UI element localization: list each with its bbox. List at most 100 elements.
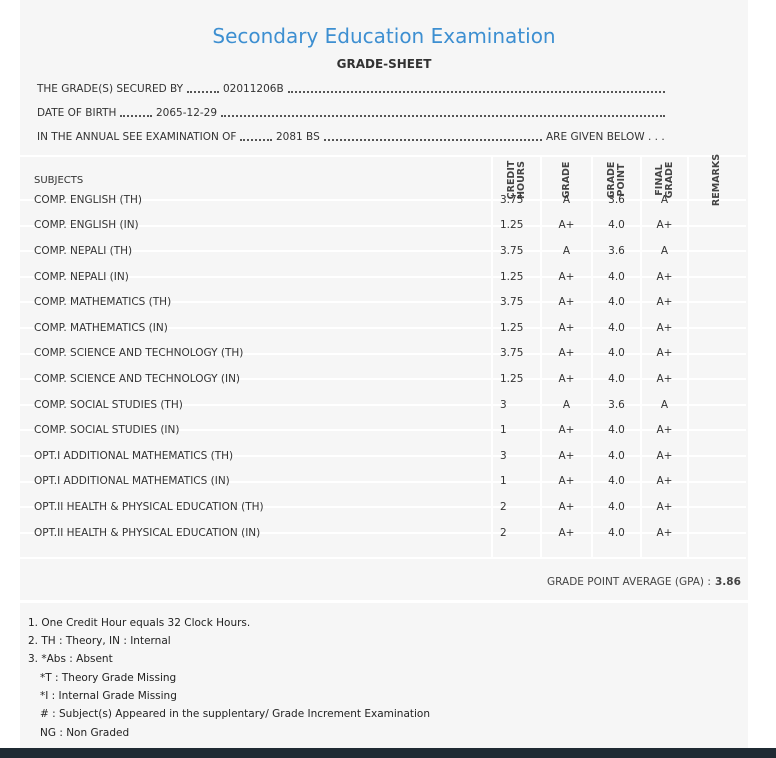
grade-cell: A+ [656,296,673,309]
gpa-value: 3.86 [715,576,741,588]
info-value: 02011206B [223,83,284,95]
grade-cell: A+ [656,449,673,462]
grade-cell: A [562,245,571,257]
grade-cell: A+ [656,219,673,232]
info-value: 2081 BS [276,131,320,143]
note: *I : Internal Grade Missing [40,690,177,702]
info-label: DATE OF BIRTH [37,107,117,119]
grade-cell: A+ [558,219,575,232]
note: 3. *Abs : Absent [28,653,113,665]
grade-cell: A+ [558,449,575,462]
grade-cell: A+ [558,296,575,309]
row-line [20,557,746,560]
grade-cell: A+ [656,501,673,513]
row-line [20,352,746,355]
grade-cell: 2 [500,501,507,513]
grade-cell: A [562,398,571,411]
grade-cell: 3.75 [500,245,524,257]
grade-cell: A+ [558,321,575,334]
subject-cell: COMP. SOCIAL STUDIES (TH) [34,398,183,411]
row-line [20,378,746,381]
row-line [20,403,746,406]
grade-cell: A [660,193,669,206]
grade-cell: 3 [500,449,507,462]
grade-cell: 3.75 [500,193,524,206]
grade-cell: A+ [656,526,673,539]
col-line [687,155,689,559]
subject-cell: COMP. SCIENCE AND TECHNOLOGY (IN) [34,373,241,385]
info-suffix: ARE GIVEN BELOW . . . [546,131,665,143]
taskbar [0,748,776,758]
grade-cell: 3.6 [608,245,625,257]
grade-cell: 3 [500,398,507,411]
leader-dots [324,139,542,141]
grade-cell: A+ [656,321,673,334]
column-header: SUBJECTS [34,175,84,186]
grade-cell: 4.0 [608,501,625,513]
grade-cell: 4.0 [608,321,625,334]
leader-dots [120,115,152,117]
leader-dots [187,91,219,93]
subject-cell: OPT.II HEALTH & PHYSICAL EDUCATION (TH) [34,501,264,513]
note: 2. TH : Theory, IN : Internal [28,635,171,647]
grade-cell: 3.75 [500,296,524,309]
grade-cell: 1.25 [500,321,524,334]
note: # : Subject(s) Appeared in the supplenta… [40,708,430,720]
notes-panel [20,603,748,748]
subject-cell: COMP. NEPALI (TH) [34,245,133,257]
subject-cell: COMP. MATHEMATICS (IN) [34,321,168,334]
grade-cell: 4.0 [608,475,625,488]
grade-cell: A+ [656,475,673,488]
grade-cell: A+ [558,347,575,360]
subject-cell: OPT.II HEALTH & PHYSICAL EDUCATION (IN) [34,526,261,539]
row-line [20,429,746,432]
grade-panel [20,0,748,600]
info-value: 2065-12-29 [156,107,218,119]
grade-cell: A+ [656,347,673,360]
subject-cell: COMP. MATHEMATICS (TH) [34,296,172,309]
grade-cell: 1 [500,475,507,488]
grade-cell: 2 [500,526,507,539]
grade-cell: 3.6 [608,398,625,411]
grade-cell: 1 [500,424,507,437]
leader-dots [240,139,272,141]
subject-cell: COMP. SOCIAL STUDIES (IN) [34,424,180,437]
note: 1. One Credit Hour equals 32 Clock Hours… [28,617,251,629]
grade-cell: 4.0 [608,270,625,283]
grade-cell: 4.0 [608,347,625,360]
leader-dots [221,115,665,117]
grade-cell: 4.0 [608,219,625,232]
grade-cell: 4.0 [608,449,625,462]
row-line [20,327,746,329]
grade-cell: 4.0 [608,373,625,385]
grade-cell: A+ [656,424,673,437]
subject-cell: COMP. ENGLISH (IN) [34,219,139,232]
grade-cell: 1.25 [500,219,524,232]
grade-cell: A+ [558,270,575,283]
col-line [640,155,642,559]
grade-cell: A+ [656,373,673,385]
grade-cell: 4.0 [608,424,625,437]
grade-cell: 1.25 [500,270,524,283]
row-line [20,275,746,278]
col-line [491,155,493,559]
note: NG : Non Graded [40,727,130,739]
row-line [20,301,746,304]
grade-cell: A [562,193,571,206]
subtitle: GRADE-SHEET [336,57,432,71]
grade-cell: A [660,398,669,411]
grade-cell: A+ [558,526,575,539]
column-header: REMARKS [711,153,722,207]
info-label: THE GRADE(S) SECURED BY [37,83,184,95]
row-line [20,531,746,534]
subject-cell: COMP. NEPALI (IN) [34,270,129,283]
row-line [20,155,746,157]
grade-cell: A+ [558,373,575,385]
row-line [20,224,746,227]
note: *T : Theory Grade Missing [40,672,177,684]
row-line [20,455,746,457]
grade-cell: A+ [558,475,575,488]
leader-dots [288,91,665,93]
subject-cell: COMP. ENGLISH (TH) [34,193,142,206]
